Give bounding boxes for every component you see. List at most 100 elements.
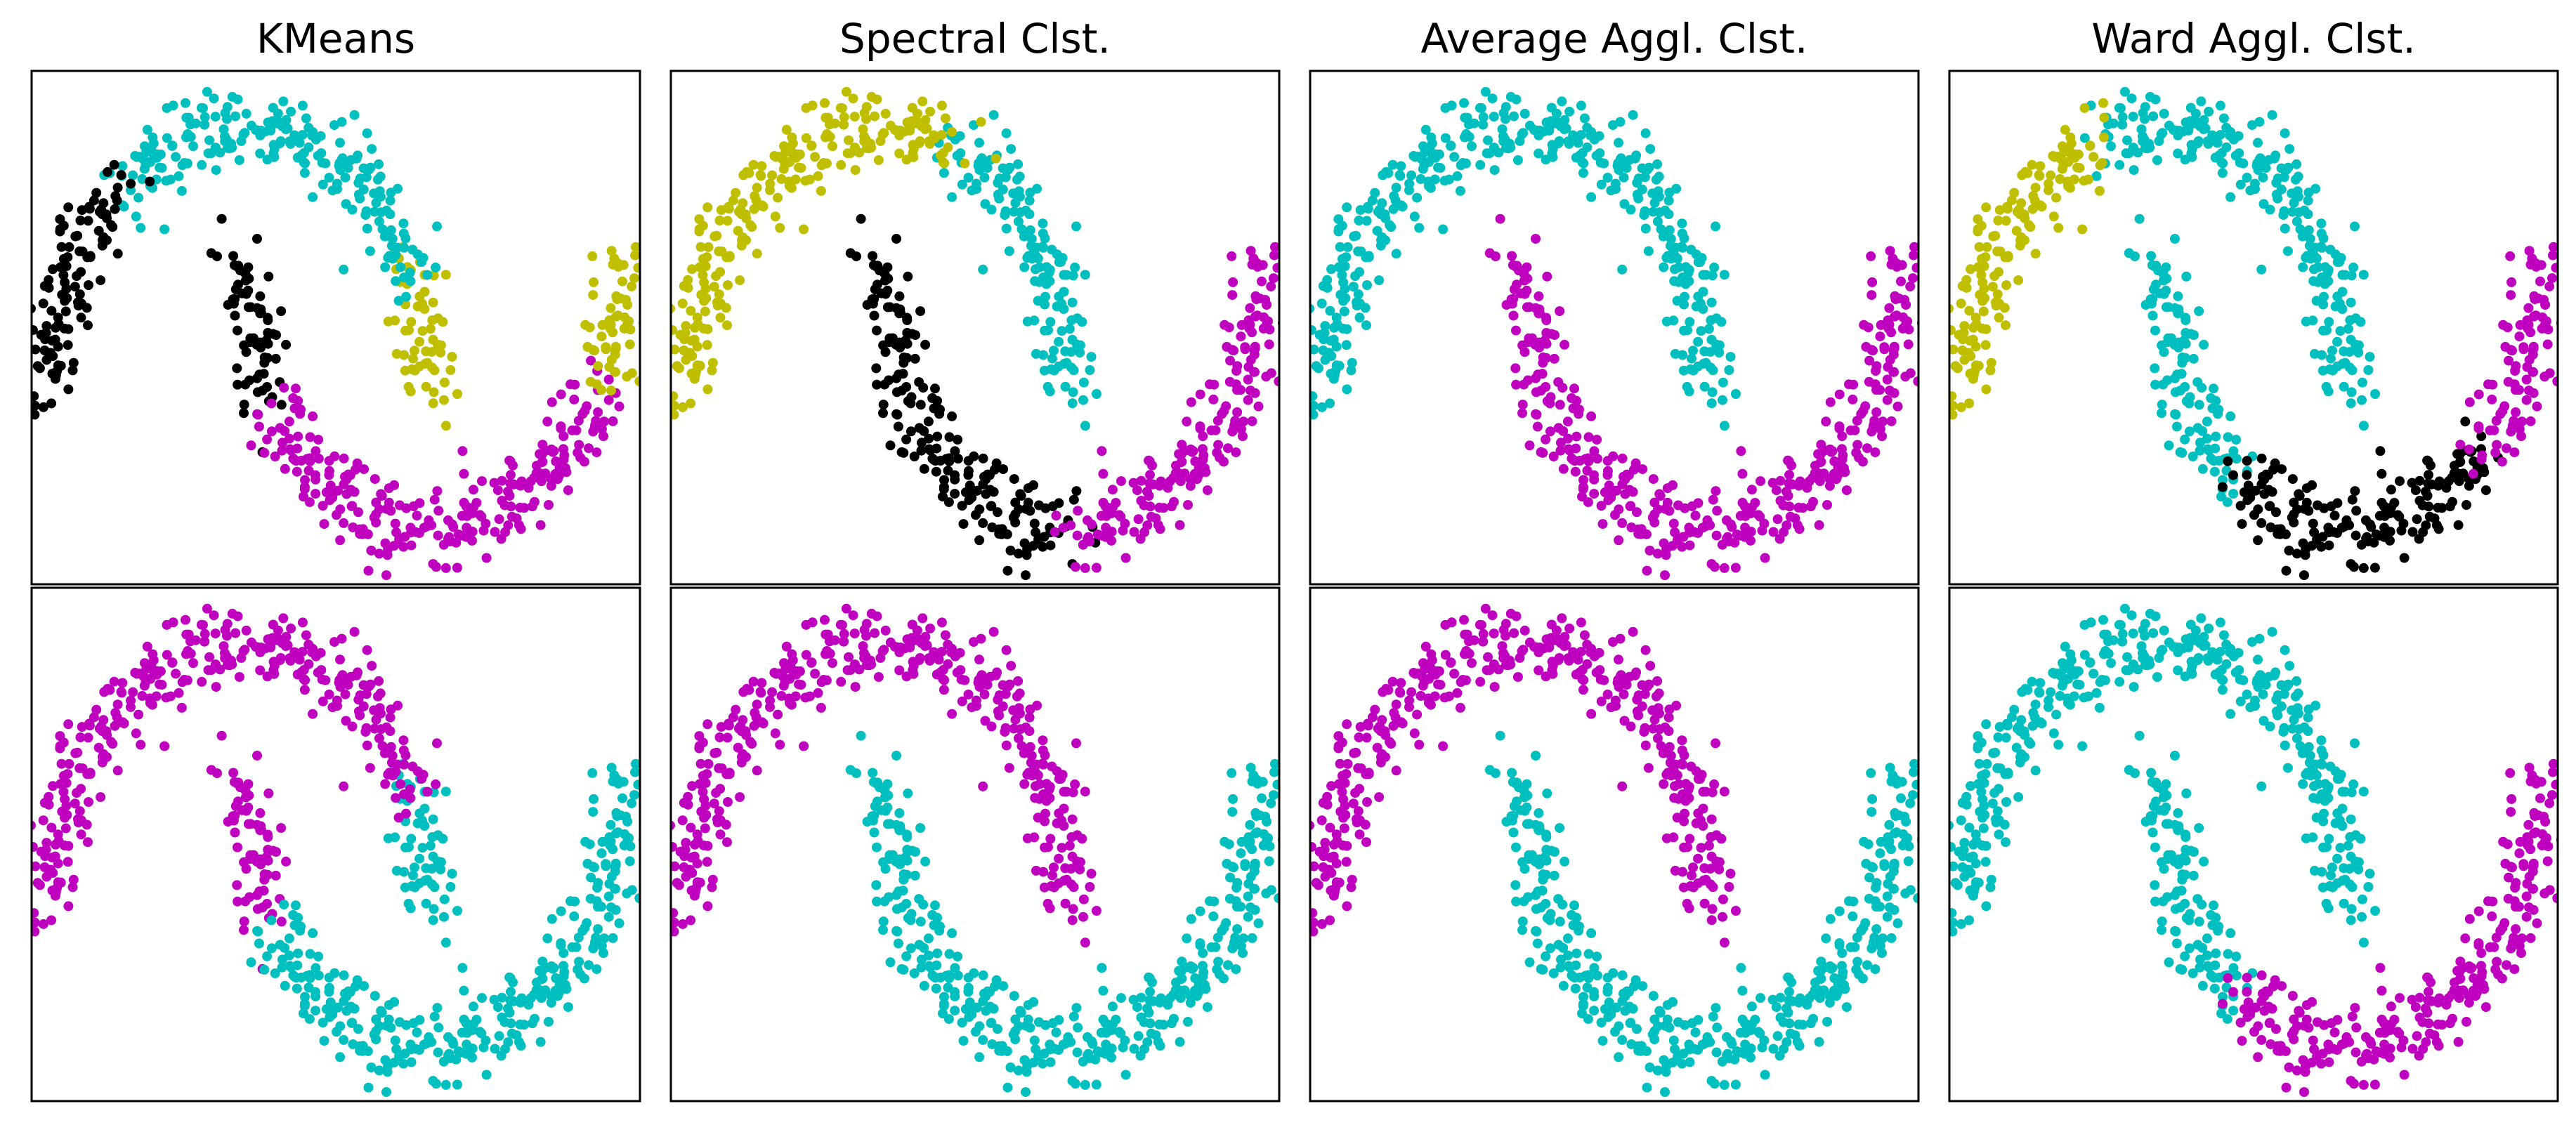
data-point-magenta <box>1100 532 1111 542</box>
data-point-black <box>988 487 999 497</box>
data-point-magenta <box>245 850 256 860</box>
data-point-black <box>880 347 891 357</box>
data-point-cyan <box>2245 185 2256 196</box>
data-point-cyan <box>963 973 974 983</box>
data-point-magenta <box>398 735 409 746</box>
data-point-magenta <box>297 617 308 628</box>
data-point-cyan <box>1049 345 1059 356</box>
data-point-cyan <box>1129 1044 1139 1054</box>
data-point-yellow <box>445 365 456 375</box>
data-point-magenta <box>1080 937 1090 948</box>
data-point-magenta <box>494 514 504 525</box>
data-point-black <box>898 353 909 362</box>
data-point-cyan <box>2218 113 2229 124</box>
data-point-magenta <box>233 896 243 907</box>
data-point-cyan <box>459 985 469 996</box>
data-point-cyan <box>1142 1037 1153 1048</box>
data-point-black <box>2395 476 2405 487</box>
data-point-magenta <box>103 683 113 694</box>
data-point-cyan <box>2196 96 2206 107</box>
data-point-cyan <box>2358 421 2369 431</box>
data-point-cyan <box>1503 143 1513 154</box>
data-point-cyan <box>300 992 310 1002</box>
data-point-yellow <box>383 316 393 327</box>
data-point-cyan <box>2317 242 2327 253</box>
data-point-magenta <box>152 669 162 680</box>
data-point-magenta <box>509 479 519 489</box>
data-point-black <box>239 400 249 410</box>
data-point-magenta <box>1040 808 1050 819</box>
data-point-magenta <box>243 779 254 789</box>
data-point-magenta <box>1902 316 1913 327</box>
data-point-black <box>2437 503 2447 513</box>
data-point-cyan <box>868 768 878 778</box>
data-point-yellow <box>593 361 603 371</box>
data-point-magenta <box>844 652 854 662</box>
data-point-magenta <box>432 738 442 749</box>
data-point-black <box>856 213 866 224</box>
data-point-cyan <box>1586 126 1597 137</box>
data-point-magenta <box>866 608 877 619</box>
data-point-cyan <box>1223 960 1233 970</box>
data-point-magenta <box>810 669 820 679</box>
data-point-magenta <box>98 751 107 762</box>
data-point-magenta <box>361 689 372 699</box>
data-point-black <box>882 262 893 272</box>
data-point-yellow <box>686 305 696 316</box>
data-point-yellow <box>674 363 684 374</box>
data-point-cyan <box>2324 317 2334 327</box>
data-point-yellow <box>696 289 707 300</box>
data-point-magenta <box>227 608 237 619</box>
data-point-cyan <box>947 192 957 202</box>
data-point-cyan <box>2301 316 2311 327</box>
data-point-cyan <box>408 1018 419 1028</box>
data-point-magenta <box>181 649 191 659</box>
data-point-cyan <box>452 1079 462 1090</box>
data-point-magenta <box>608 416 618 426</box>
data-point-cyan <box>1420 124 1431 135</box>
data-point-yellow <box>702 340 712 350</box>
data-point-cyan <box>567 942 577 952</box>
data-point-magenta <box>1886 416 1897 426</box>
data-point-magenta <box>1013 676 1024 686</box>
data-point-cyan <box>1070 262 1080 272</box>
data-point-yellow <box>2098 98 2108 108</box>
data-point-yellow <box>1959 321 1970 331</box>
data-point-cyan <box>1004 246 1014 256</box>
data-point-magenta <box>41 838 52 848</box>
data-point-magenta <box>1227 251 1237 261</box>
data-point-cyan <box>1225 872 1236 883</box>
data-point-cyan <box>142 124 152 135</box>
data-point-cyan <box>1206 942 1217 952</box>
data-point-cyan <box>1724 365 1734 375</box>
data-point-yellow <box>880 108 891 119</box>
data-point-cyan <box>2079 133 2090 143</box>
data-point-cyan <box>537 973 548 984</box>
data-point-yellow <box>695 242 706 252</box>
data-point-magenta <box>1545 426 1555 437</box>
data-point-magenta <box>459 468 469 479</box>
data-point-magenta <box>405 793 416 803</box>
data-point-magenta <box>117 678 128 688</box>
data-point-magenta <box>864 660 874 671</box>
data-point-cyan <box>878 925 888 935</box>
data-point-black <box>2275 524 2286 534</box>
data-point-magenta <box>1705 864 1715 874</box>
data-point-black <box>63 384 74 395</box>
data-point-black <box>16 358 26 368</box>
data-point-magenta <box>1848 379 1859 390</box>
data-point-cyan <box>1707 387 1718 397</box>
data-point-magenta <box>457 446 468 456</box>
data-point-magenta <box>239 925 249 935</box>
data-point-cyan <box>958 1036 969 1046</box>
data-point-magenta <box>582 401 592 412</box>
data-point-cyan <box>1606 185 1616 196</box>
data-point-magenta <box>2492 440 2502 450</box>
data-point-magenta <box>1637 464 1648 475</box>
data-point-black <box>84 280 93 290</box>
data-point-yellow <box>2053 223 2064 233</box>
data-point-cyan <box>1679 325 1689 336</box>
data-point-cyan <box>915 916 926 927</box>
data-point-cyan <box>1024 209 1035 220</box>
data-point-yellow <box>943 142 953 152</box>
